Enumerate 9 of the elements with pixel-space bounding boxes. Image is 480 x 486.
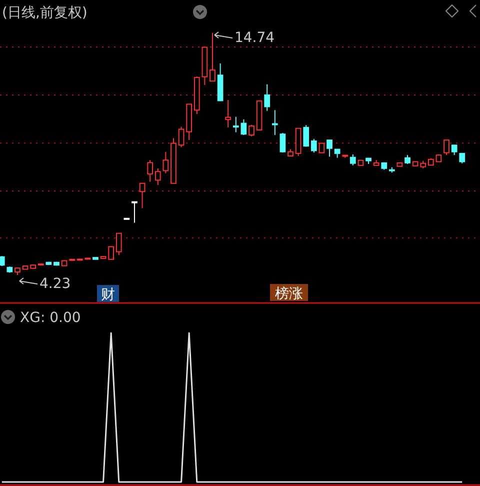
chart-title: (日线,前复权) [2, 5, 88, 21]
annotation: 14.74 [234, 30, 275, 46]
candlestick [272, 110, 278, 136]
chart-title: XG: 0.00 [20, 310, 81, 326]
text: 4.23 [39, 276, 71, 292]
text: 财 [101, 287, 115, 303]
text: 榜涨 [275, 286, 303, 302]
candlestick [225, 100, 232, 128]
candlestick [264, 84, 270, 112]
